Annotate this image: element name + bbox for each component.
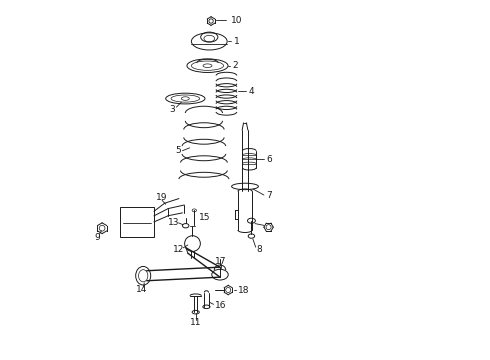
- Text: 18: 18: [238, 285, 249, 294]
- Text: 8: 8: [256, 245, 262, 254]
- Text: 7: 7: [267, 190, 272, 199]
- Text: 16: 16: [215, 301, 226, 310]
- Text: 15: 15: [199, 213, 211, 222]
- Text: 11: 11: [190, 318, 201, 327]
- Text: 19: 19: [156, 193, 168, 202]
- Text: 2: 2: [232, 61, 238, 70]
- Text: 14: 14: [136, 285, 147, 294]
- Text: 12: 12: [173, 245, 185, 254]
- Text: 5: 5: [175, 146, 181, 155]
- Text: 3: 3: [169, 105, 174, 114]
- Text: 6: 6: [267, 155, 272, 164]
- Text: 10: 10: [231, 16, 242, 25]
- Text: 9: 9: [94, 233, 99, 242]
- Text: 13: 13: [168, 218, 179, 227]
- Text: 1: 1: [234, 37, 239, 46]
- Text: 4: 4: [248, 87, 254, 96]
- Text: 17: 17: [215, 257, 226, 266]
